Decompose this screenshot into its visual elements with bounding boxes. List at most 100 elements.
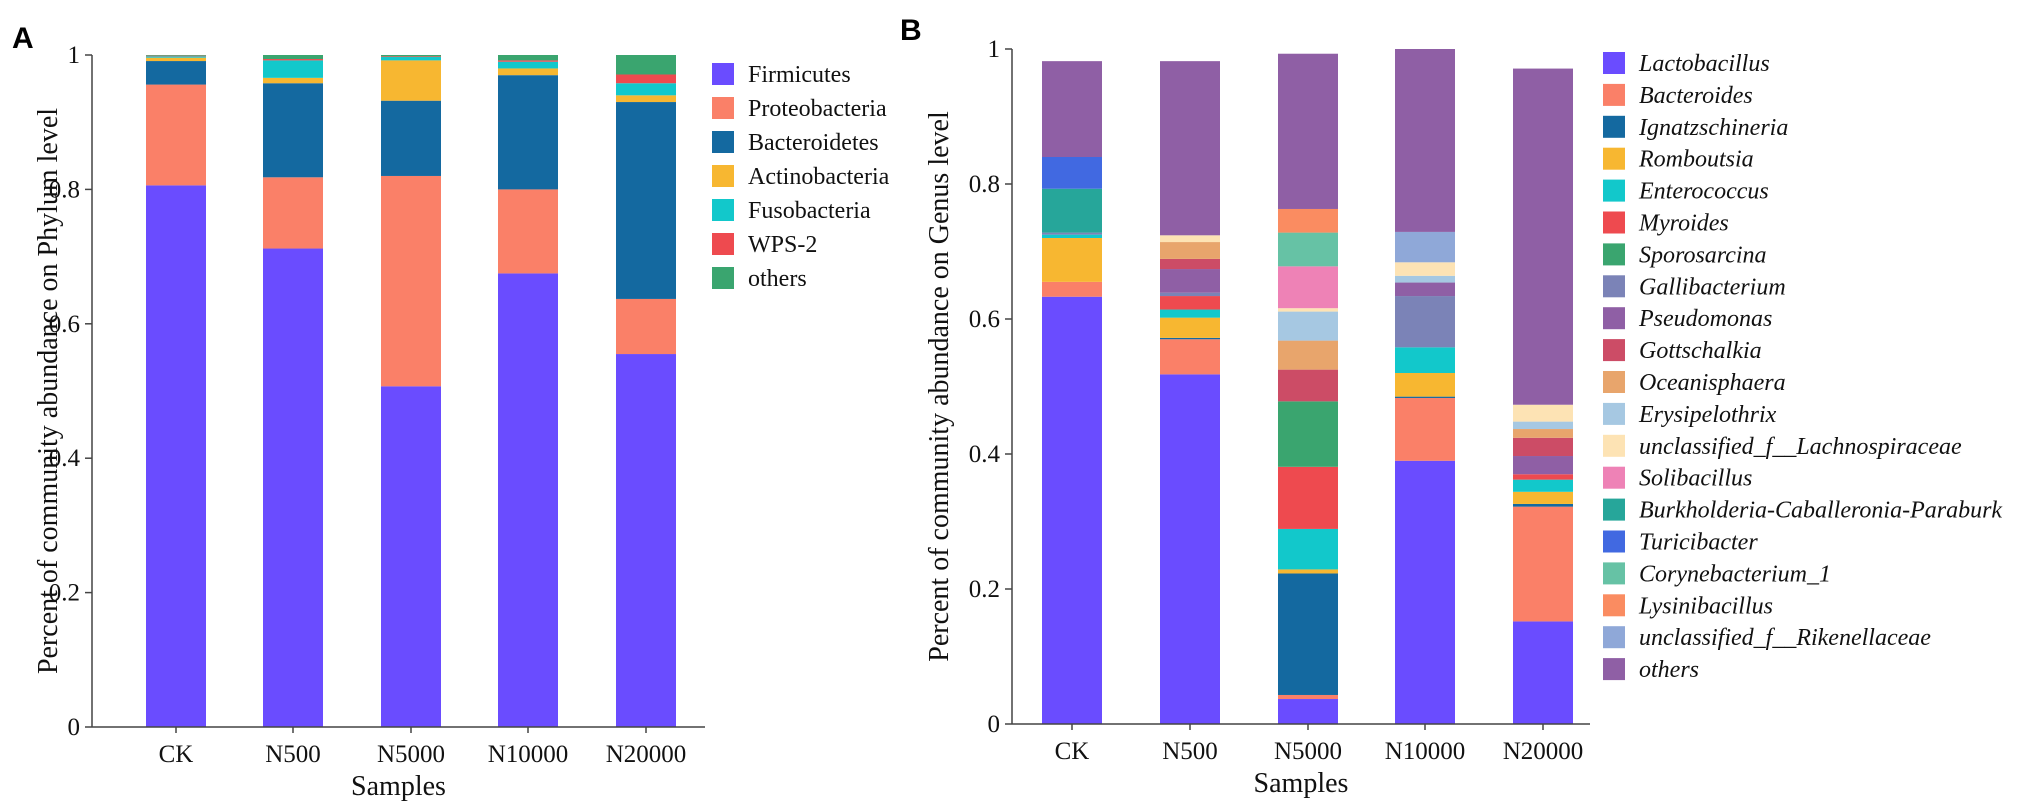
bar-segment-n500-enterococcus — [1160, 309, 1220, 318]
x-axis-title: Samples — [1254, 768, 1349, 799]
bar-segment-n500-pseudomonas — [1160, 269, 1220, 293]
bar-segment-n10000-lactobacillus — [1395, 460, 1455, 724]
legend-label-lactobacillus: Lactobacillus — [1638, 51, 1770, 77]
bar-segment-n10000-others — [1395, 49, 1455, 232]
x-axis-title: Samples — [351, 771, 446, 802]
y-tick-label: 0.2 — [49, 580, 80, 607]
bar-segment-n500-lactobacillus — [1160, 374, 1220, 724]
bar-segment-ck-others — [146, 55, 206, 56]
bar-segment-n20000-bacteroidetes — [616, 102, 676, 299]
bar-segment-ck-gallibacterium — [1042, 232, 1102, 235]
bar-segment-n5000-actinobacteria — [381, 60, 441, 101]
panel-b: B 0 0.2 0.4 0.6 0.8 1 CK N500 N5000 N10000 N20000 Sa… — [900, 14, 2002, 799]
bar-segment-n20000-unclassified-f-lachnospiraceae — [1513, 404, 1573, 422]
bar-segment-n500-bacteroidetes — [263, 83, 323, 178]
legend-swatch-ignatzschineria — [1603, 115, 1625, 138]
bar-segment-n10000-unclassified-f-lachnospiraceae — [1395, 262, 1455, 276]
bar-segment-n5000-firmicutes — [381, 386, 441, 727]
bar-segment-n20000-ignatzschineria — [1513, 503, 1573, 507]
legend-label-turicibacter: Turicibacter — [1639, 530, 1758, 556]
bar-segment-n10000-unclassified-f-rikenellaceae — [1395, 231, 1455, 263]
legend-label-unclassified-f-lachnospiraceae: unclassified_f__Lachnospiraceae — [1639, 434, 1962, 460]
legend-label-oceanisphaera: Oceanisphaera — [1639, 370, 1786, 396]
x-tick-label: N500 — [265, 741, 321, 768]
bar-segment-n500-unclassified-f-lachnospiraceae — [1160, 235, 1220, 243]
bar-segment-ck-actinobacteria — [146, 57, 206, 62]
legend-label-solibacillus: Solibacillus — [1639, 466, 1752, 492]
bar-segment-n10000-gallibacterium — [1395, 296, 1455, 348]
x-tick-label: N20000 — [1503, 738, 1584, 765]
bar-segment-n5000-erysipelothrix — [1278, 311, 1338, 341]
bar-segment-n5000-proteobacteria — [381, 175, 441, 387]
bar-segment-n5000-myroides — [1278, 466, 1338, 529]
bar-segment-ck-fusobacteria — [146, 56, 206, 58]
legend-swatch-romboutsia — [1603, 147, 1625, 170]
legend-label-gallibacterium: Gallibacterium — [1639, 274, 1786, 300]
bar-segment-n20000-oceanisphaera — [1513, 429, 1573, 438]
x-tick-label: N20000 — [606, 741, 687, 768]
y-tick-label: 0.8 — [969, 171, 1000, 198]
legend-swatch-turicibacter — [1603, 530, 1625, 553]
x-tick-label: N5000 — [1274, 738, 1342, 765]
legend-label-gottschalkia: Gottschalkia — [1639, 338, 1762, 364]
legend-label-erysipelothrix: Erysipelothrix — [1638, 402, 1777, 428]
legend-swatch-unclassified-f-rikenellaceae — [1603, 626, 1625, 649]
bar-segment-n5000-fusobacteria — [381, 57, 441, 61]
legend-label-actinobacteria: Actinobacteria — [748, 164, 890, 190]
bar-segment-ck-bacteroidetes — [146, 61, 206, 85]
legend-swatch-wps-2 — [712, 233, 734, 255]
bar-segment-ck-lactobacillus — [1042, 296, 1102, 724]
bar-segment-n20000-wps-2 — [616, 74, 676, 84]
bar-segment-n5000-unclassified-f-lachnospiraceae — [1278, 308, 1338, 312]
y-tick-label: 0.4 — [969, 441, 1001, 468]
legend-swatch-fusobacteria — [712, 199, 734, 221]
y-tick-label: 1 — [68, 42, 81, 69]
legend-swatch-lactobacillus — [1603, 52, 1625, 74]
y-tick-label: 0.6 — [49, 311, 80, 338]
bar-segment-n5000-solibacillus — [1278, 266, 1338, 309]
y-tick-label: 1 — [988, 36, 1001, 63]
bar-segment-n5000-corynebacterium-1 — [1278, 232, 1338, 267]
legend-swatch-corynebacterium-1 — [1603, 562, 1625, 585]
legend-label-ignatzschineria: Ignatzschineria — [1638, 115, 1788, 141]
bar-segment-n500-oceanisphaera — [1160, 242, 1220, 259]
legend-swatch-gallibacterium — [1603, 275, 1625, 298]
bar-segment-n5000-enterococcus — [1278, 528, 1338, 570]
legend-swatch-proteobacteria — [712, 97, 734, 119]
bar-segment-n5000-ignatzschineria — [1278, 573, 1338, 695]
bar-segment-n10000-proteobacteria — [498, 189, 558, 274]
legend-swatch-unclassified-f-lachnospiraceae — [1603, 434, 1625, 457]
legend-label-unclassified-f-rikenellaceae: unclassified_f__Rikenellaceae — [1639, 625, 1931, 651]
legend-swatch-burkholderia-caballeronia-paraburk — [1603, 498, 1625, 521]
x-tick-label: N10000 — [1385, 738, 1466, 765]
bar-segment-n20000-gottschalkia — [1513, 437, 1573, 457]
bar-segment-ck-enterococcus — [1042, 234, 1102, 238]
legend-label-romboutsia: Romboutsia — [1638, 147, 1754, 173]
y-tick-label: 0.8 — [49, 176, 80, 203]
bar-segment-n500-gottschalkia — [1160, 258, 1220, 270]
bar-segment-ck-firmicutes — [146, 185, 206, 728]
x-tick-label: N500 — [1162, 738, 1218, 765]
bar-segment-n500-myroides — [1160, 296, 1220, 310]
bar-segment-n5000-bacteroides — [1278, 694, 1338, 700]
legend-label-bacteroidetes: Bacteroidetes — [748, 130, 879, 156]
bar-segment-n10000-enterococcus — [1395, 347, 1455, 373]
legend-swatch-firmicutes — [712, 63, 734, 85]
legend-swatch-others — [712, 267, 734, 289]
y-tick-label: 0.4 — [49, 445, 81, 472]
panel-label: B — [900, 14, 922, 47]
y-tick-label: 0 — [68, 714, 81, 741]
bar-segment-n20000-proteobacteria — [616, 298, 676, 355]
legend-swatch-myroides — [1603, 211, 1625, 234]
bar-segment-ck-romboutsia — [1042, 238, 1102, 282]
bar-segment-n20000-bacteroides — [1513, 506, 1573, 622]
bar-segment-n10000-wps-2 — [498, 60, 558, 62]
bar-segment-n10000-erysipelothrix — [1395, 275, 1455, 283]
legend-swatch-lysinibacillus — [1603, 594, 1625, 617]
bar-segment-n5000-bacteroidetes — [381, 100, 441, 176]
legend-label-others: others — [1639, 657, 1699, 683]
bar-segment-n5000-others — [1278, 53, 1338, 209]
legend-swatch-erysipelothrix — [1603, 402, 1625, 425]
x-tick-label: CK — [1055, 738, 1090, 765]
